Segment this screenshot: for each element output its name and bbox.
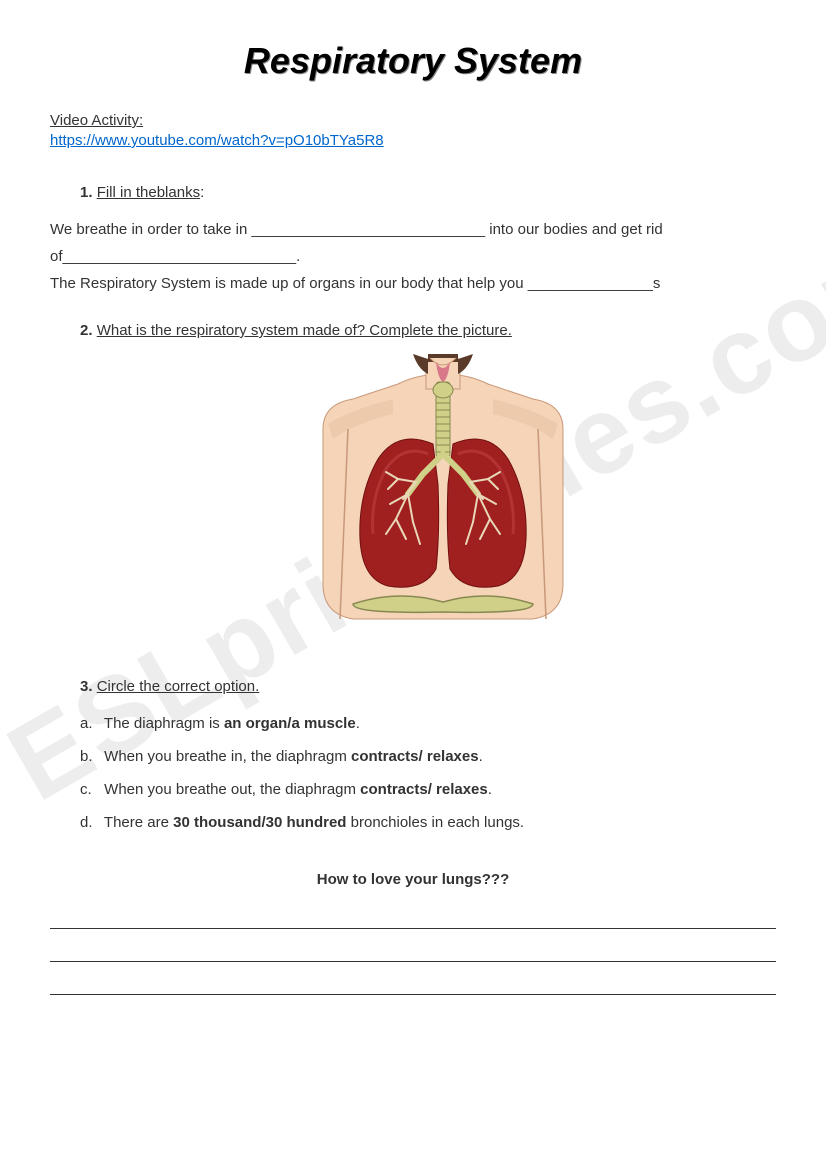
section-3-title: Circle the correct option. [97,678,260,695]
option-d-bold: 30 thousand/30 hundred [173,814,346,831]
video-url-link[interactable]: https://www.youtube.com/watch?v=pO10bTYa… [50,132,776,149]
option-b-bold: contracts/ relaxes [351,748,479,765]
section-2-header: 2. What is the respiratory system made o… [80,317,776,344]
option-d-letter: d. [80,809,100,836]
option-b-letter: b. [80,743,100,770]
option-a-post: . [356,715,360,732]
page-title: Respiratory System [50,40,776,82]
section-1-text: We breathe in order to take in _________… [50,216,776,297]
option-c-letter: c. [80,776,100,803]
option-c-post: . [488,781,492,798]
option-c-pre: When you breathe out, the diaphragm [104,781,360,798]
section-3-number: 3. [80,678,93,695]
section-2-title: What is the respiratory system made of? … [97,322,512,339]
section-1-number: 1. [80,184,93,201]
option-a-letter: a. [80,710,100,737]
option-d: d. There are 30 thousand/30 hundred bron… [80,809,776,836]
option-a-bold: an organ/a muscle [224,715,356,732]
section-1-header: 1. Fill in theblanks: [80,179,776,206]
answer-line-3 [50,974,776,995]
body-content: 1. Fill in theblanks: We breathe in orde… [50,179,776,995]
section-3-options: a. The diaphragm is an organ/a muscle. b… [80,710,776,836]
option-d-pre: There are [104,814,173,831]
video-activity-section: Video Activity: https://www.youtube.com/… [50,112,776,149]
answer-line-1 [50,908,776,929]
fill-blank-line-2: of____________________________. [50,243,776,270]
fill-blank-line-1: We breathe in order to take in _________… [50,216,776,243]
option-c-bold: contracts/ relaxes [360,781,488,798]
section-1-title: Fill in theblanks [97,184,200,201]
option-b-post: . [479,748,483,765]
option-d-post: bronchioles in each lungs. [346,814,524,831]
subtitle-question: How to love your lungs??? [50,866,776,893]
option-a-pre: The diaphragm is [104,715,224,732]
section-3-header: 3. Circle the correct option. [80,673,776,700]
option-b-pre: When you breathe in, the diaphragm [104,748,351,765]
worksheet-page: Respiratory System Video Activity: https… [0,0,826,1047]
option-c: c. When you breathe out, the diaphragm c… [80,776,776,803]
video-label: Video Activity: [50,112,143,129]
respiratory-diagram [110,354,776,653]
fill-blank-line-3: The Respiratory System is made up of org… [50,270,776,297]
option-b: b. When you breathe in, the diaphragm co… [80,743,776,770]
section-2-number: 2. [80,322,93,339]
answer-line-2 [50,941,776,962]
lungs-diagram-icon [298,354,588,644]
option-a: a. The diaphragm is an organ/a muscle. [80,710,776,737]
